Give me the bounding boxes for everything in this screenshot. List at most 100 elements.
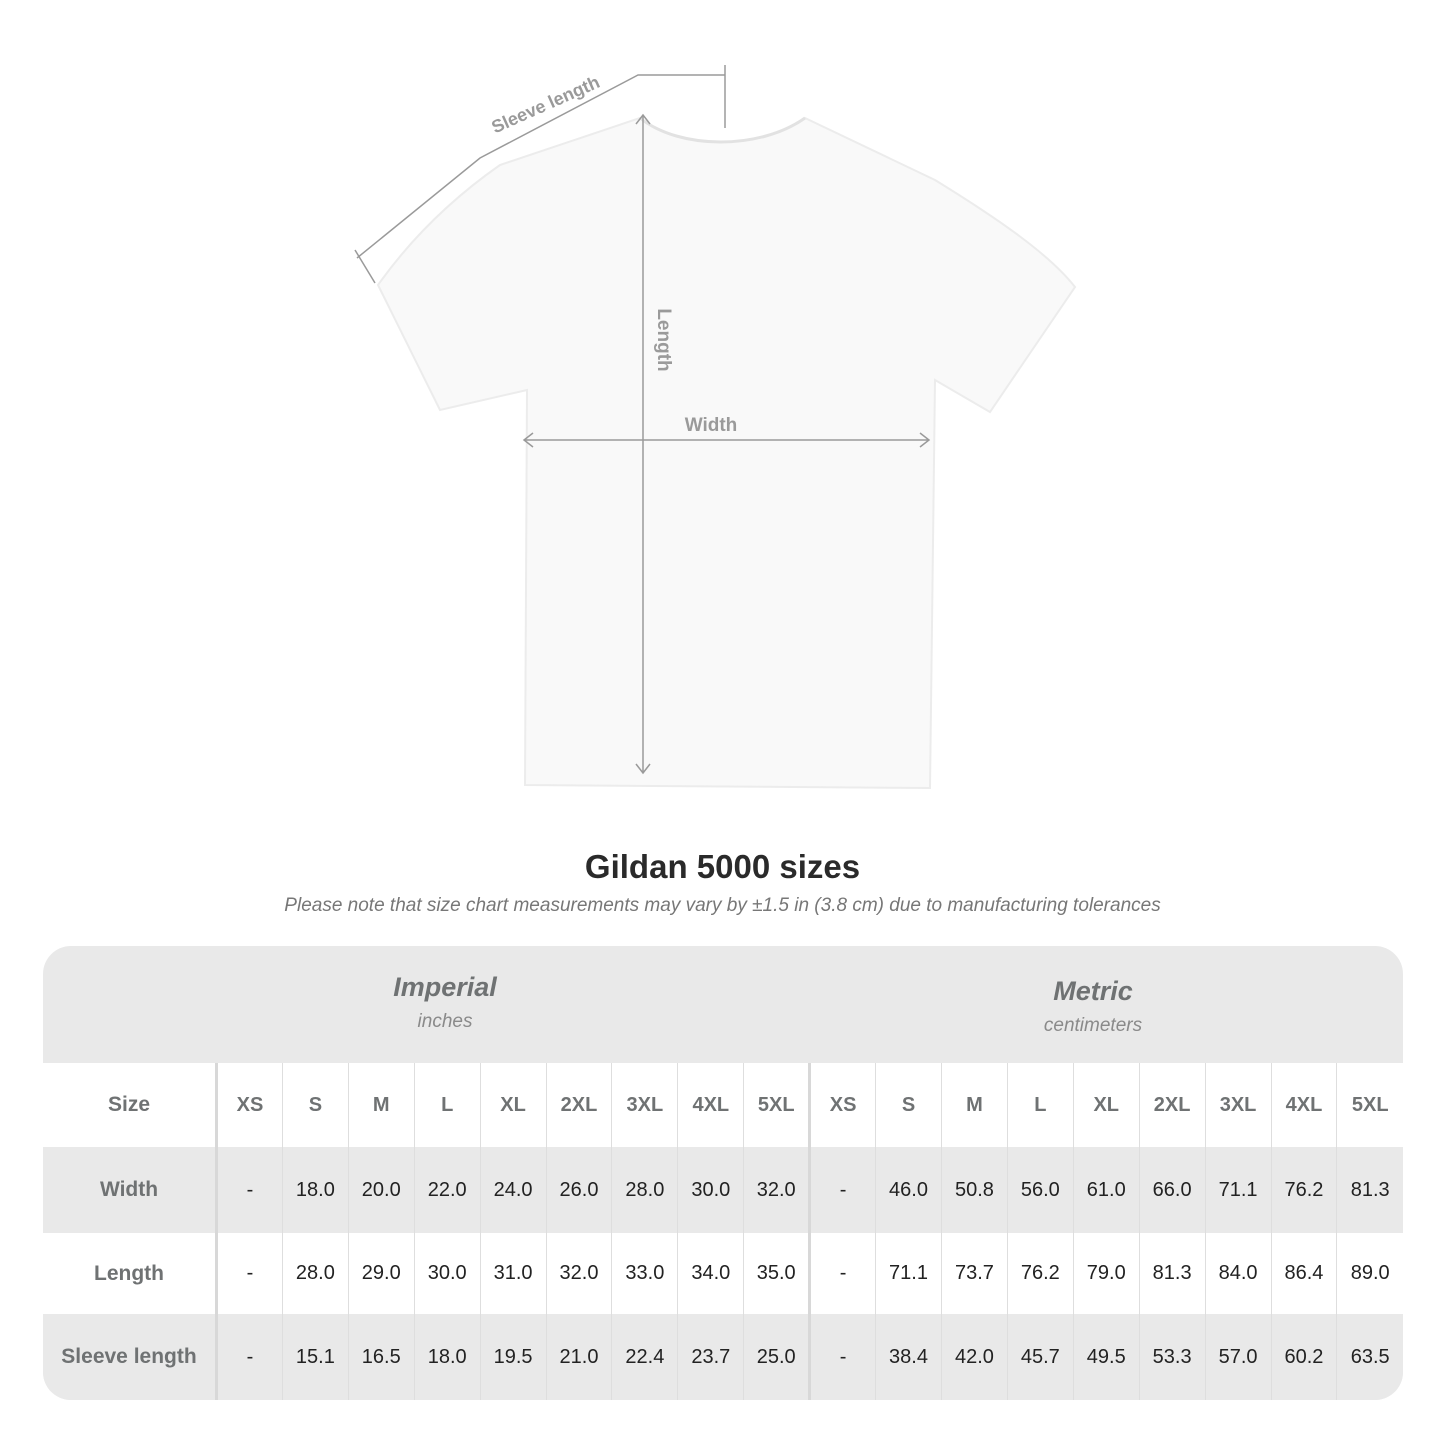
- imperial-value: 25.0: [743, 1314, 810, 1400]
- imperial-value: 20.0: [347, 1147, 415, 1233]
- imperial-size-l: L: [413, 1063, 481, 1147]
- metric-size-xl: XL: [1072, 1063, 1140, 1147]
- metric-value: 38.4: [875, 1314, 942, 1400]
- table-row: Width -18.0 20.0 22.0 24.0 26.0 28.0 30.0 32.0-4…: [43, 1147, 1403, 1233]
- metric-size-4xl: 4XL: [1270, 1063, 1337, 1147]
- metric-unit: centimeters: [1043, 1015, 1143, 1036]
- imperial-value: 24.0: [479, 1147, 547, 1233]
- metric-value: 61.0: [1072, 1147, 1140, 1233]
- metric-value: 53.3: [1138, 1314, 1206, 1400]
- size-chart: Imperial inches Metric centimeters Size X…: [43, 946, 1403, 1400]
- table-row: Length -28.0 29.0 30.0 31.0 32.0 33.0 34.0 35.0-…: [43, 1233, 1403, 1314]
- metric-title: Metric: [1053, 976, 1133, 1006]
- size-label: Size: [43, 1063, 218, 1147]
- tshirt-shape: [376, 116, 1077, 790]
- metric-value: 84.0: [1204, 1233, 1271, 1314]
- metric-value: 60.2: [1270, 1314, 1337, 1400]
- measure-lines: [354, 65, 931, 775]
- metric-header: Metric centimeters: [863, 946, 1323, 1063]
- imperial-size-s: S: [281, 1063, 349, 1147]
- imperial-unit: inches: [417, 1011, 473, 1032]
- imperial-size-3xl: 3XL: [611, 1063, 678, 1147]
- size-header-row: Size XS S M L XL 2XL 3XL 4XL 5XL XS S M L XL 2XL 3XL 4XL 5…: [43, 1063, 1403, 1147]
- metric-value: -: [808, 1233, 876, 1314]
- row-label: Sleeve length: [43, 1314, 218, 1400]
- imperial-value: 18.0: [281, 1147, 349, 1233]
- table-row: Sleeve length -15.1 16.5 18.0 19.5 21.0 22.4 23…: [43, 1314, 1403, 1400]
- metric-value: 76.2: [1006, 1233, 1074, 1314]
- length-line: [635, 113, 651, 775]
- row-label: Length: [43, 1233, 218, 1314]
- imperial-value: 21.0: [545, 1314, 612, 1400]
- metric-value: 42.0: [940, 1314, 1008, 1400]
- metric-value: 81.3: [1138, 1233, 1206, 1314]
- metric-value: 81.3: [1336, 1147, 1403, 1233]
- metric-size-xs: XS: [808, 1063, 876, 1147]
- metric-value: 45.7: [1006, 1314, 1074, 1400]
- imperial-header: Imperial inches: [215, 946, 675, 1063]
- metric-value: -: [808, 1314, 876, 1400]
- imperial-value: 35.0: [743, 1233, 810, 1314]
- size-table: Size XS S M L XL 2XL 3XL 4XL 5XL XS S M L XL 2XL 3XL 4XL 5…: [43, 1063, 1403, 1400]
- page-title: Gildan 5000 sizes: [584, 848, 861, 885]
- imperial-value: 32.0: [545, 1233, 612, 1314]
- imperial-size-5xl: 5XL: [743, 1063, 810, 1147]
- imperial-value: 30.0: [413, 1233, 481, 1314]
- collar: [639, 116, 806, 144]
- metric-size-3xl: 3XL: [1204, 1063, 1271, 1147]
- imperial-value: 15.1: [281, 1314, 349, 1400]
- metric-value: 89.0: [1336, 1233, 1403, 1314]
- imperial-value: 29.0: [347, 1233, 415, 1314]
- imperial-value: 32.0: [743, 1147, 810, 1233]
- tolerance-note: Please note that size chart measurements…: [284, 895, 1161, 916]
- metric-size-l: L: [1006, 1063, 1074, 1147]
- imperial-size-4xl: 4XL: [677, 1063, 744, 1147]
- imperial-value: 26.0: [545, 1147, 612, 1233]
- metric-value: 71.1: [1204, 1147, 1271, 1233]
- metric-value: 50.8: [940, 1147, 1008, 1233]
- imperial-value: 16.5: [347, 1314, 415, 1400]
- metric-value: 66.0: [1138, 1147, 1206, 1233]
- imperial-size-xs: XS: [216, 1063, 283, 1147]
- metric-size-s: S: [875, 1063, 942, 1147]
- imperial-value: 34.0: [677, 1233, 744, 1314]
- metric-value: -: [808, 1147, 876, 1233]
- metric-value: 63.5: [1336, 1314, 1403, 1400]
- imperial-title: Imperial: [393, 972, 497, 1002]
- metric-value: 86.4: [1270, 1233, 1337, 1314]
- metric-value: 49.5: [1072, 1314, 1140, 1400]
- imperial-size-xl: XL: [479, 1063, 547, 1147]
- imperial-value: 28.0: [281, 1233, 349, 1314]
- imperial-value: -: [216, 1147, 283, 1233]
- length-label: Length: [653, 308, 674, 371]
- metric-value: 46.0: [875, 1147, 942, 1233]
- sleeve-tick-left: [354, 249, 376, 284]
- sleeve-length-line: [356, 74, 725, 259]
- imperial-size-2xl: 2XL: [545, 1063, 612, 1147]
- metric-value: 56.0: [1006, 1147, 1074, 1233]
- imperial-value: 18.0: [413, 1314, 481, 1400]
- imperial-value: 33.0: [611, 1233, 678, 1314]
- imperial-value: 23.7: [677, 1314, 744, 1400]
- width-label: Width: [685, 415, 738, 436]
- metric-value: 73.7: [940, 1233, 1008, 1314]
- imperial-value: 22.0: [413, 1147, 481, 1233]
- metric-size-5xl: 5XL: [1336, 1063, 1403, 1147]
- metric-value: 57.0: [1204, 1314, 1271, 1400]
- imperial-value: 30.0: [677, 1147, 744, 1233]
- imperial-value: -: [216, 1233, 283, 1314]
- imperial-size-m: M: [347, 1063, 415, 1147]
- metric-value: 79.0: [1072, 1233, 1140, 1314]
- imperial-value: 28.0: [611, 1147, 678, 1233]
- sleeve-length-label: Sleeve length: [488, 72, 602, 137]
- metric-value: 71.1: [875, 1233, 942, 1314]
- metric-size-m: M: [940, 1063, 1008, 1147]
- tshirt-diagram: Sleeve length Length Width: [354, 65, 1077, 790]
- imperial-value: -: [216, 1314, 283, 1400]
- imperial-value: 31.0: [479, 1233, 547, 1314]
- imperial-value: 22.4: [611, 1314, 678, 1400]
- width-line: [522, 432, 931, 448]
- imperial-value: 19.5: [479, 1314, 547, 1400]
- metric-value: 76.2: [1270, 1147, 1337, 1233]
- metric-size-2xl: 2XL: [1138, 1063, 1206, 1147]
